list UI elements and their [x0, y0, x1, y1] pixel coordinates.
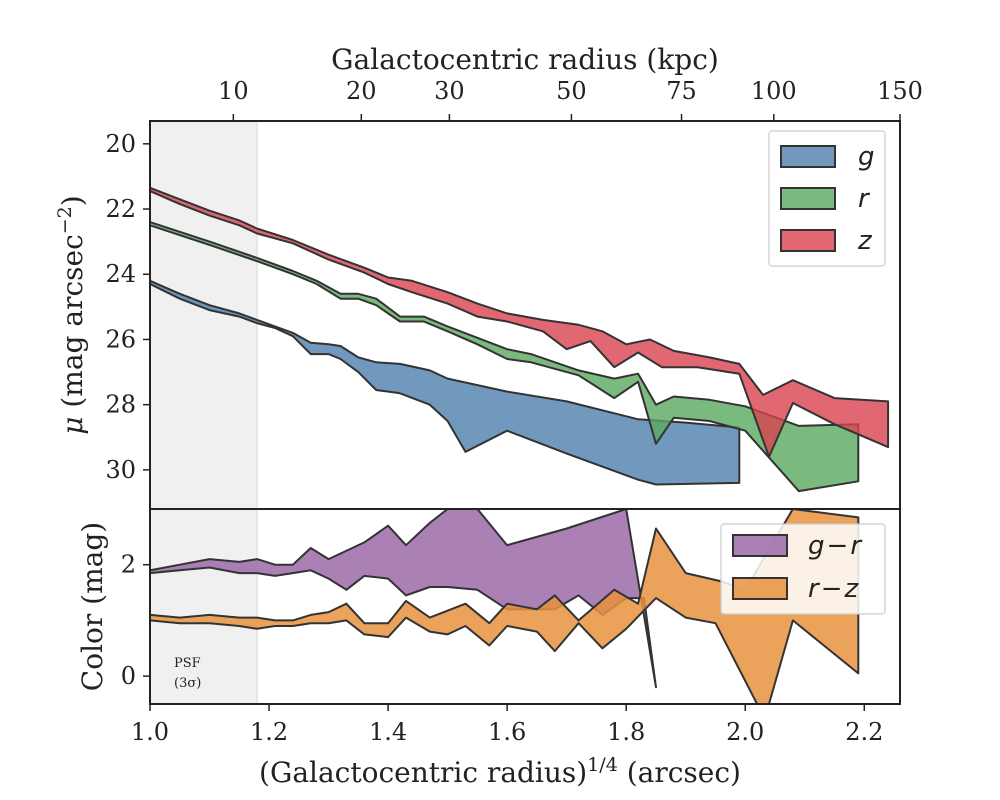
legend-operator: − — [821, 574, 843, 604]
y-axis-ticks-bottom: 02 — [121, 551, 150, 690]
top-axis-title: Galactocentric radius (kpc) — [331, 43, 719, 76]
top-tick-label: 150 — [877, 77, 923, 105]
band-r — [149, 221, 860, 493]
x-tick-label: 1.4 — [369, 718, 407, 746]
x-axis-ticks: 1.0 1.2 1.4 1.6 1.8 2.0 2.2 — [131, 704, 883, 746]
surface-brightness-bands — [149, 186, 890, 493]
color-panel: 02 1.0 1.2 1.4 1.6 1.8 2.0 2.2 Color (mag) (Ga… — [76, 508, 901, 789]
top-tick-label: 100 — [751, 77, 797, 105]
x-tick-label: 2.0 — [726, 718, 764, 746]
x-axis-title-text: (Galactocentric radius) — [259, 756, 587, 789]
psf-annotation-sigma: (3σ) — [174, 676, 201, 691]
legend-label-r-minus-z: r−z — [808, 574, 860, 604]
mu-symbol: μ — [56, 417, 89, 435]
x-tick-label: 2.2 — [845, 718, 883, 746]
y-tick-label: 22 — [105, 195, 136, 223]
top-axis-ticks: 10 20 30 50 75 100 150 — [218, 77, 923, 121]
legend-swatch-r-minus-z — [732, 577, 788, 600]
x-tick-label: 1.2 — [250, 718, 288, 746]
legend-swatch-z — [780, 229, 836, 252]
y-axis-title-text: (mag arcsec — [56, 234, 89, 416]
legend-swatch-g — [780, 145, 836, 168]
surface-brightness-panel: 20 22 24 26 28 30 10 20 30 50 75 100 150 Galactocen… — [54, 43, 923, 510]
legend-label-z: z — [857, 226, 873, 256]
legend-top: grz — [768, 130, 886, 267]
top-tick-label: 10 — [218, 77, 249, 105]
y-tick-label: 24 — [105, 260, 136, 288]
legend-band-left: g — [808, 531, 825, 561]
y-tick-label: 0 — [121, 662, 136, 690]
x-tick-label: 1.8 — [607, 718, 645, 746]
psf-annotation-label: PSF — [174, 656, 201, 671]
legend-swatch-g-minus-r — [732, 534, 788, 557]
top-tick-label: 20 — [346, 77, 377, 105]
legend-operator: − — [827, 531, 849, 561]
y-axis-title-top: μ (mag arcsec−2) — [54, 195, 89, 434]
band-g — [149, 279, 741, 486]
band-z — [149, 186, 890, 458]
y-axis-title-exponent: −2 — [54, 206, 76, 234]
x-tick-label: 1.0 — [131, 718, 169, 746]
x-axis-title-unit: (arcsec) — [618, 756, 741, 789]
y-tick-label: 28 — [105, 391, 136, 419]
legend-band-left: r — [808, 574, 821, 604]
y-tick-label: 2 — [121, 551, 136, 579]
y-axis-title-close: ) — [56, 195, 89, 206]
top-tick-label: 30 — [434, 77, 465, 105]
top-tick-label: 75 — [666, 77, 697, 105]
x-tick-label: 1.6 — [488, 718, 526, 746]
y-axis-ticks-top: 20 22 24 26 28 30 — [105, 130, 150, 484]
x-axis-title-exponent: 1/4 — [587, 754, 618, 776]
top-tick-label: 50 — [556, 77, 587, 105]
legend-bottom: g−rr−z — [720, 523, 886, 615]
y-tick-label: 20 — [105, 130, 136, 158]
x-axis-title: (Galactocentric radius)1/4 (arcsec) — [259, 754, 741, 789]
y-tick-label: 30 — [105, 456, 136, 484]
legend-label-r: r — [858, 184, 871, 214]
y-axis-title-bottom: Color (mag) — [76, 522, 109, 691]
legend-label-g-minus-r: g−r — [808, 531, 863, 561]
legend-swatch-r — [780, 187, 836, 210]
psf-shaded-region-bottom — [149, 508, 258, 705]
legend-band-right: z — [844, 574, 860, 604]
y-tick-label: 26 — [105, 325, 136, 353]
legend-band-right: r — [850, 531, 863, 561]
legend-label-g: g — [858, 142, 875, 172]
bottom-plot-frame — [149, 508, 901, 705]
